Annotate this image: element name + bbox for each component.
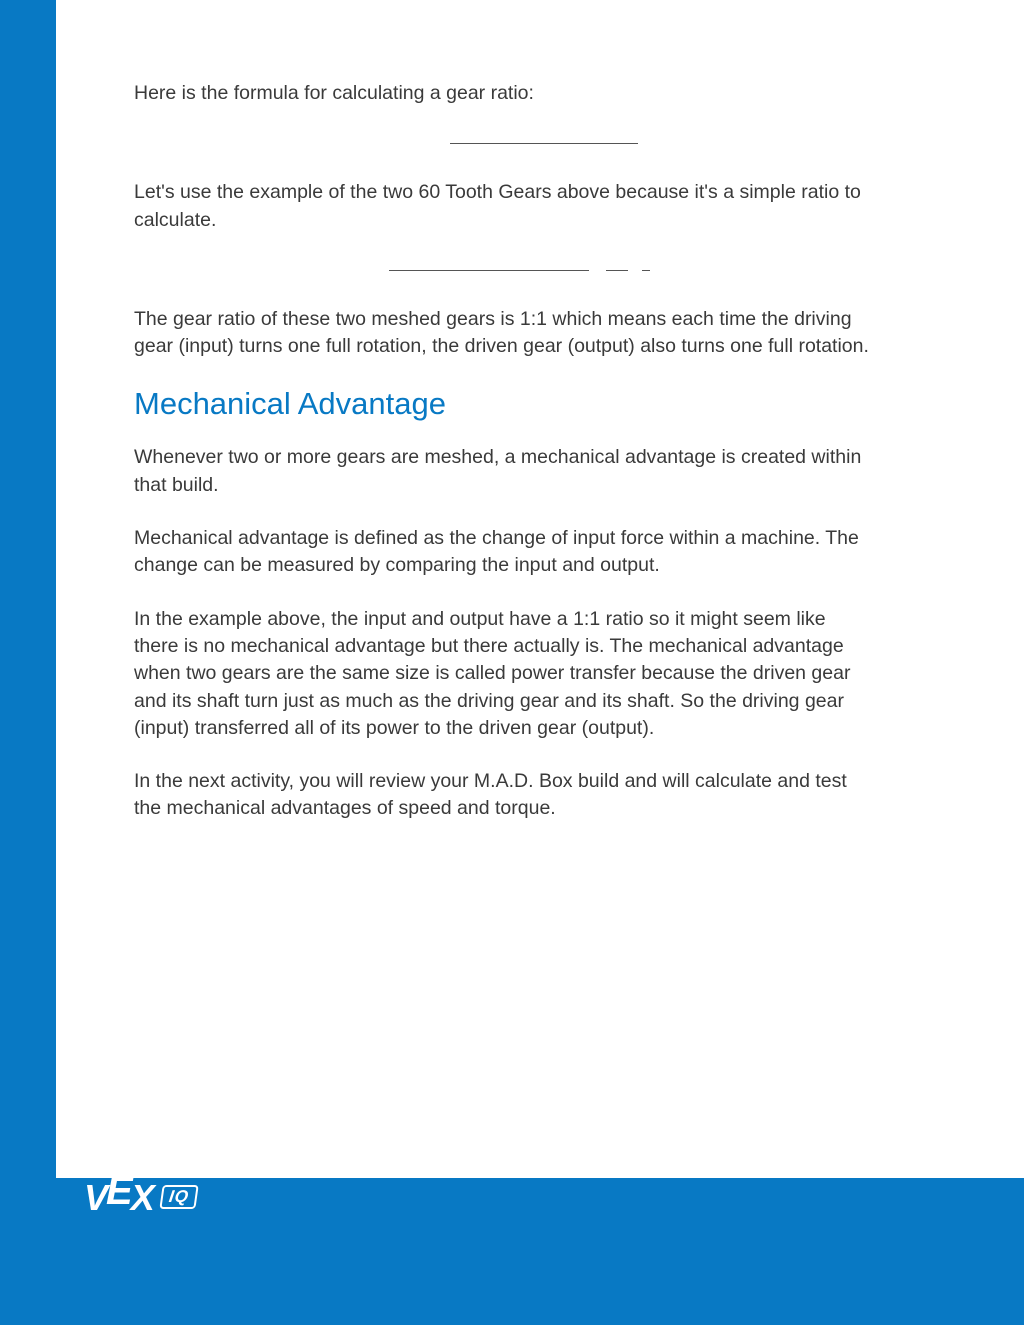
content-body: Here is the formula for calculating a ge… bbox=[56, 0, 952, 823]
vex-wordmark: VEX bbox=[84, 1175, 153, 1220]
intro-formula-text: Here is the formula for calculating a ge… bbox=[134, 80, 874, 107]
vex-iq-logo: VEX IQ bbox=[84, 1175, 197, 1220]
formula-underline-2a bbox=[389, 270, 589, 271]
mech-adv-definition-text: Mechanical advantage is defined as the c… bbox=[134, 525, 874, 580]
next-activity-text: In the next activity, you will review yo… bbox=[134, 768, 874, 823]
formula-underline-2b bbox=[606, 270, 628, 271]
formula-underline-1 bbox=[450, 143, 638, 144]
content-panel: Here is the formula for calculating a ge… bbox=[56, 0, 952, 1178]
logo-letter-x: X bbox=[131, 1177, 153, 1219]
right-margin bbox=[952, 0, 1024, 1178]
logo-letter-e: E bbox=[106, 1169, 131, 1214]
example-intro-text: Let's use the example of the two 60 Toot… bbox=[134, 179, 874, 234]
formula-underline-2c bbox=[642, 270, 650, 271]
footer-bar: VEX IQ bbox=[0, 1178, 1024, 1325]
formula-placeholder-1 bbox=[134, 133, 874, 153]
mech-adv-intro-text: Whenever two or more gears are meshed, a… bbox=[134, 444, 874, 499]
power-transfer-text: In the example above, the input and outp… bbox=[134, 606, 874, 742]
logo-letter-v: V bbox=[84, 1177, 106, 1219]
gear-ratio-explain-text: The gear ratio of these two meshed gears… bbox=[134, 306, 874, 361]
left-sidebar bbox=[0, 0, 56, 1178]
iq-badge: IQ bbox=[159, 1185, 198, 1209]
section-heading: Mechanical Advantage bbox=[134, 386, 874, 422]
formula-placeholder-2 bbox=[134, 260, 874, 280]
